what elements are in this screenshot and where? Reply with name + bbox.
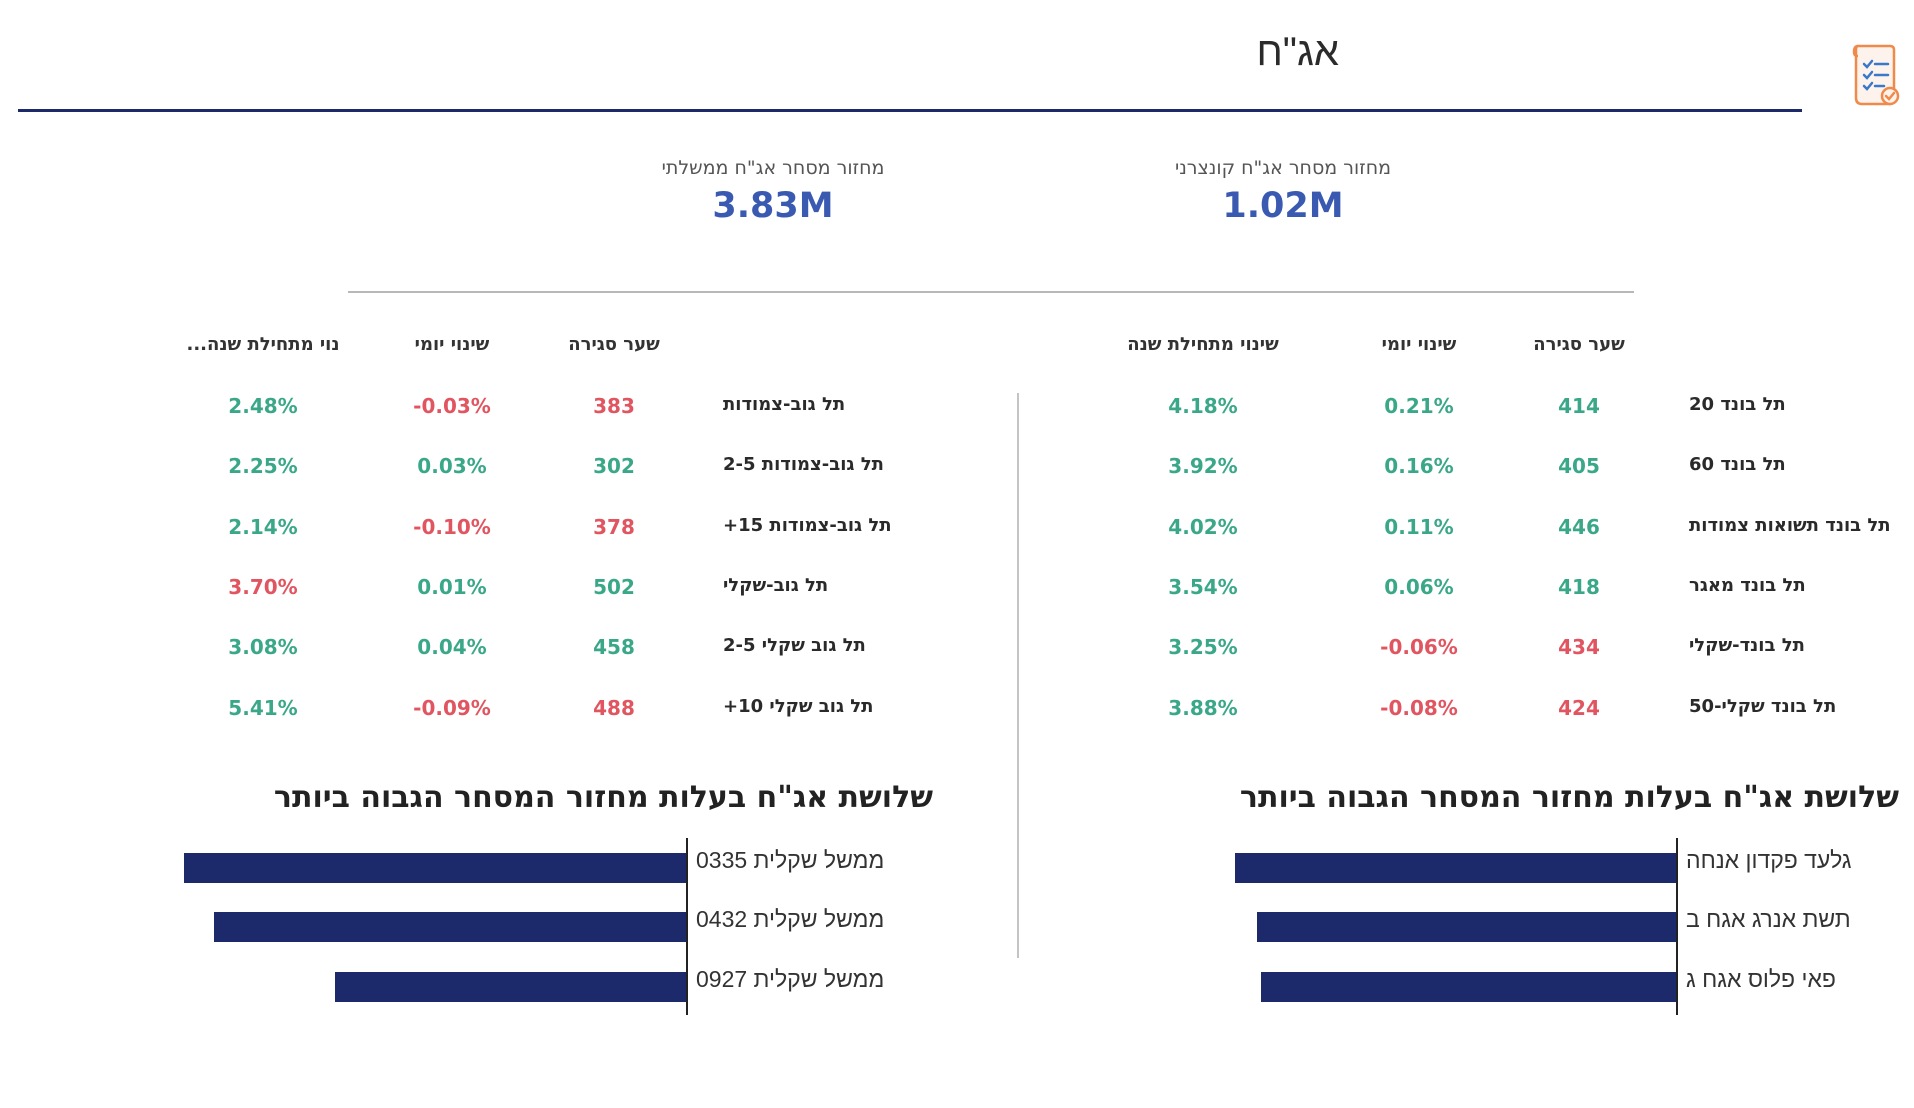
right-table-row-daily: 0.06% <box>1384 575 1454 599</box>
top-government-bar-label: ממשל שקלית 0927 <box>696 966 885 992</box>
top-corporate-bar <box>1261 972 1676 1002</box>
left-table-row-name: תל גוב-צמודות 15+ <box>723 515 892 536</box>
top-government-bar <box>184 853 686 883</box>
right-table-row-daily: 0.21% <box>1384 394 1454 418</box>
left-table-row-ytd: 3.70% <box>228 575 298 599</box>
right-table-row-ytd: 4.02% <box>1168 515 1238 539</box>
kpi-corporate-value: 1.02M <box>1222 186 1344 226</box>
top-corporate-bar-label: פאי פלוס אגח ג <box>1686 966 1836 992</box>
left-table-row-ytd: 5.41% <box>228 696 298 720</box>
header-divider <box>18 109 1802 112</box>
right-table-row-name: תל בונד שקלי-50 <box>1689 696 1837 717</box>
right-table-row-daily: -0.08% <box>1380 696 1458 720</box>
left-table-row-daily: -0.09% <box>413 696 491 720</box>
column-divider <box>1017 393 1019 958</box>
top-government-axis <box>686 838 688 1015</box>
right-col-close-header: שער סגירה <box>1533 334 1625 355</box>
left-table-row-name: תל גוב שקלי 2-5 <box>723 635 866 656</box>
right-table-row-name: תל בונד-שקלי <box>1689 635 1805 656</box>
top-corporate-bar <box>1235 853 1676 883</box>
top-government-bar <box>214 912 686 942</box>
right-table-row-close: 446 <box>1558 515 1600 539</box>
right-table-row-name: תל בונד 20 <box>1689 394 1786 415</box>
kpi-government-value: 3.83M <box>712 186 834 226</box>
right-table-row-name: תל בונד מאגר <box>1689 575 1806 596</box>
left-table-row-name: תל גוב שקלי 10+ <box>723 696 874 717</box>
left-col-close-header: שער סגירה <box>568 334 660 355</box>
right-table-row-name: תל בונד תשואות צמודות <box>1689 515 1891 536</box>
top-corporate-axis <box>1676 838 1678 1015</box>
left-table-row-name: תל גוב-צמודות 2-5 <box>723 454 884 475</box>
left-table-row-ytd: 2.14% <box>228 515 298 539</box>
top-corporate-bar <box>1257 912 1676 942</box>
section-divider <box>348 291 1634 293</box>
left-col-ytd-header: ...נוי מתחילת שנה <box>186 334 340 355</box>
left-table-row-close: 488 <box>593 696 635 720</box>
right-table-row-ytd: 3.92% <box>1168 454 1238 478</box>
page-title: אג"ח <box>1256 30 1339 74</box>
left-table-row-ytd: 2.25% <box>228 454 298 478</box>
right-table-row-close: 414 <box>1558 394 1600 418</box>
top-corporate-title: שלושת אג"ח בעלות מחזור המסחר הגבוה ביותר <box>1239 780 1899 815</box>
left-table-row-daily: -0.10% <box>413 515 491 539</box>
right-col-daily-header: שינוי יומי <box>1381 334 1457 355</box>
left-table-row-daily: 0.04% <box>417 635 487 659</box>
left-table-row-close: 378 <box>593 515 635 539</box>
left-table-row-ytd: 2.48% <box>228 394 298 418</box>
left-table-row-daily: 0.03% <box>417 454 487 478</box>
top-government-title: שלושת אג"ח בעלות מחזור המסחר הגבוה ביותר <box>273 780 933 815</box>
right-table-row-ytd: 4.18% <box>1168 394 1238 418</box>
left-table-row-close: 383 <box>593 394 635 418</box>
right-table-row-daily: 0.11% <box>1384 515 1454 539</box>
top-government-bar-label: ממשל שקלית 0432 <box>696 906 885 932</box>
right-table-row-close: 405 <box>1558 454 1600 478</box>
left-table-row-ytd: 3.08% <box>228 635 298 659</box>
top-corporate-bar-label: תשת אנרג אגח ב <box>1686 906 1851 932</box>
left-table-row-close: 458 <box>593 635 635 659</box>
right-table-row-daily: 0.16% <box>1384 454 1454 478</box>
left-table-row-close: 302 <box>593 454 635 478</box>
left-table-row-daily: -0.03% <box>413 394 491 418</box>
right-table-row-name: תל בונד 60 <box>1689 454 1786 475</box>
left-table-row-close: 502 <box>593 575 635 599</box>
kpi-corporate-label: מחזור מסחר אג"ח קונצרני <box>1174 157 1392 179</box>
left-table-row-name: תל גוב-שקלי <box>723 575 829 596</box>
right-table-row-daily: -0.06% <box>1380 635 1458 659</box>
right-table-row-ytd: 3.88% <box>1168 696 1238 720</box>
right-table-row-close: 434 <box>1558 635 1600 659</box>
kpi-government-label: מחזור מסחר אג"ח ממשלתי <box>661 157 885 179</box>
top-government-bar <box>335 972 686 1002</box>
left-table-row-daily: 0.01% <box>417 575 487 599</box>
right-table-row-ytd: 3.25% <box>1168 635 1238 659</box>
right-table-row-close: 424 <box>1558 696 1600 720</box>
right-table-row-close: 418 <box>1558 575 1600 599</box>
left-col-daily-header: שינוי יומי <box>414 334 490 355</box>
checklist-document-icon <box>1852 42 1900 108</box>
left-table-row-name: תל גוב-צמודות <box>723 394 846 415</box>
right-col-ytd-header: שינוי מתחילת שנה <box>1127 334 1279 355</box>
top-government-bar-label: ממשל שקלית 0335 <box>696 847 885 873</box>
right-table-row-ytd: 3.54% <box>1168 575 1238 599</box>
top-corporate-bar-label: גלעד פקדון אנחה <box>1686 847 1852 873</box>
